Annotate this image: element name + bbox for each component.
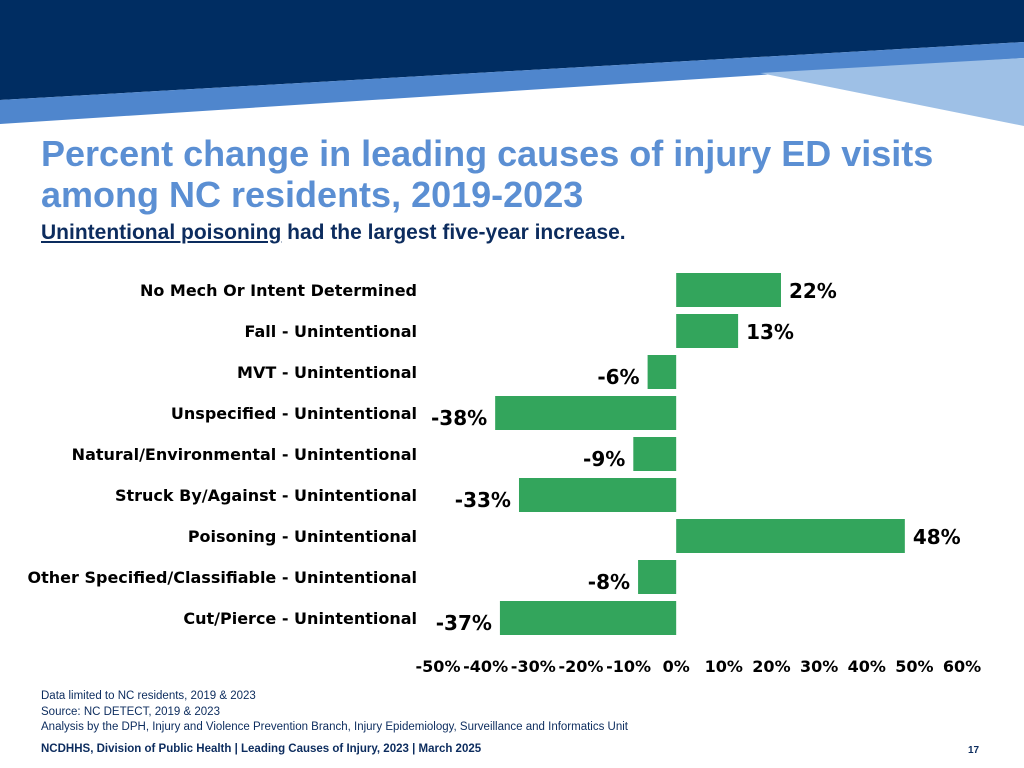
category-label: Fall - Unintentional <box>245 322 417 341</box>
subtitle-highlight: Unintentional poisoning <box>41 221 282 244</box>
x-tick-label: 50% <box>895 657 933 676</box>
x-tick-label: 60% <box>943 657 981 676</box>
category-label: No Mech Or Intent Determined <box>140 281 417 300</box>
bar <box>676 519 905 553</box>
bar-chart: No Mech Or Intent Determined 22% Fall - Un… <box>28 273 981 676</box>
category-label: Natural/Environmental - Unintentional <box>72 445 417 464</box>
footer-text: NCDHHS, Division of Public Health | Lead… <box>41 743 482 755</box>
bar <box>638 560 677 594</box>
data-label: 13% <box>746 320 794 344</box>
data-label: -6% <box>597 365 639 389</box>
data-label: 48% <box>913 525 961 549</box>
x-tick-label: 40% <box>848 657 886 676</box>
note-line: Source: NC DETECT, 2019 & 2023 <box>41 705 220 718</box>
category-label: Unspecified - Unintentional <box>171 404 417 423</box>
category-label: Struck By/Against - Unintentional <box>115 486 417 505</box>
chart-notes: Data limited to NC residents, 2019 & 202… <box>41 689 941 736</box>
category-label: MVT - Unintentional <box>237 363 417 382</box>
data-label: -33% <box>455 488 511 512</box>
category-label: Other Specified/Classifiable - Unintenti… <box>28 568 417 587</box>
bar <box>647 355 677 389</box>
x-tick-label: -10% <box>606 657 651 676</box>
x-tick-label: 20% <box>752 657 790 676</box>
x-tick-label: 0% <box>663 657 690 676</box>
x-tick-label: 30% <box>800 657 838 676</box>
note-line: Analysis by the DPH, Injury and Violence… <box>41 721 629 733</box>
header-banner <box>0 0 1024 126</box>
page-subtitle: Unintentional poisoning had the largest … <box>41 220 991 246</box>
data-label: -37% <box>436 611 492 635</box>
bar <box>633 437 677 471</box>
page-title: Percent change in leading causes of inju… <box>41 133 934 215</box>
bar <box>518 478 677 512</box>
page-number: 17 <box>968 745 980 756</box>
bar <box>495 396 677 430</box>
data-label: -9% <box>583 447 625 471</box>
category-label: Cut/Pierce - Unintentional <box>183 609 417 628</box>
bar <box>676 273 781 307</box>
x-tick-label: -20% <box>558 657 603 676</box>
banner-light-wedge <box>760 58 1024 126</box>
banner-dark-band <box>0 0 1024 100</box>
data-label: -8% <box>588 570 630 594</box>
bar <box>499 601 677 635</box>
x-tick-label: 10% <box>705 657 743 676</box>
x-tick-label: -30% <box>511 657 556 676</box>
subtitle-text: had the largest five-year increase. <box>281 221 626 244</box>
x-tick-label: -50% <box>416 657 461 676</box>
x-tick-label: -40% <box>463 657 508 676</box>
banner-mid-stripe <box>0 42 1024 124</box>
data-label: -38% <box>431 406 487 430</box>
bar <box>676 314 739 348</box>
note-line: Data limited to NC residents, 2019 & 202… <box>41 690 256 702</box>
data-label: 22% <box>789 279 837 303</box>
category-label: Poisoning - Unintentional <box>188 527 417 546</box>
